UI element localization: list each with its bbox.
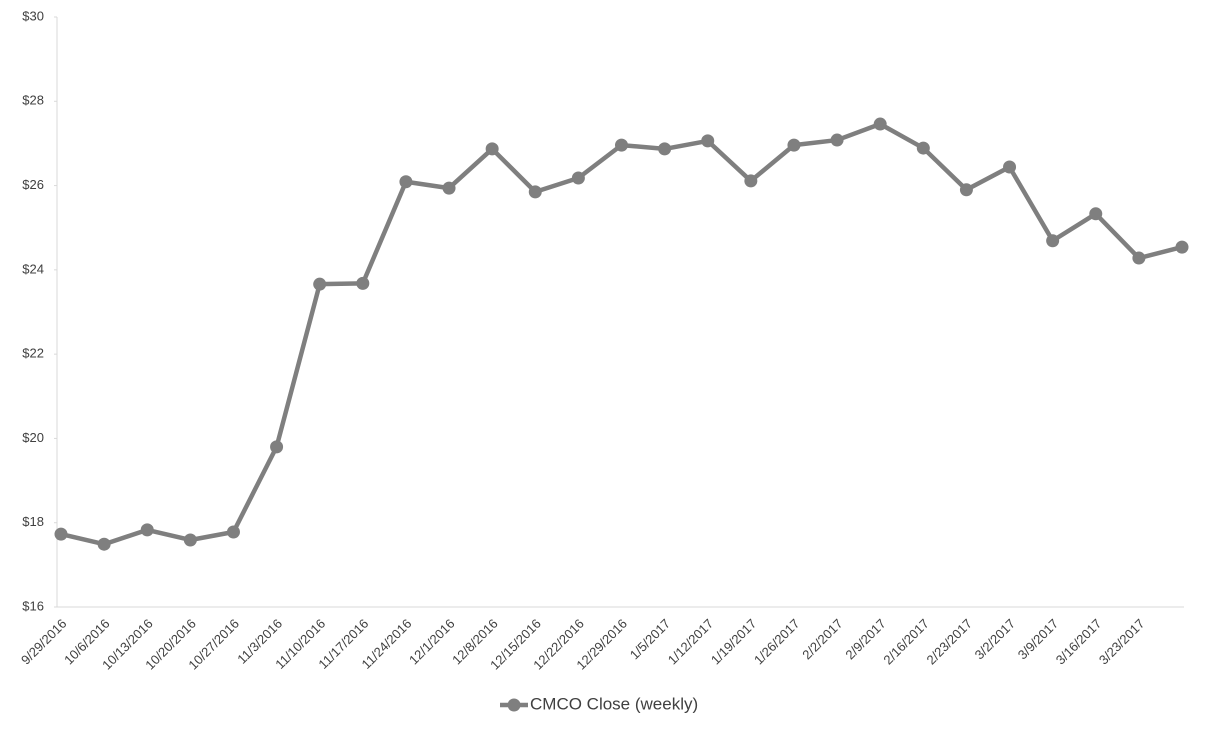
point: [1132, 251, 1146, 265]
point: [356, 276, 370, 290]
point: [54, 527, 68, 541]
x-tick-label: 1/12/2017: [665, 616, 717, 668]
x-tick-label: 2/2/2017: [799, 616, 845, 662]
point: [1089, 207, 1103, 221]
y-tick-label: $30: [22, 8, 44, 23]
x-tick-label: 1/26/2017: [751, 616, 803, 668]
point: [485, 142, 499, 156]
point: [399, 175, 413, 189]
point: [701, 134, 715, 148]
x-tick-label: 3/2/2017: [972, 616, 1018, 662]
x-tick-label: 3/16/2017: [1053, 616, 1105, 668]
y-tick-label: $16: [22, 598, 44, 613]
point: [571, 171, 585, 185]
point: [1046, 234, 1060, 248]
point: [658, 142, 672, 156]
legend-text: CMCO Close (weekly): [530, 694, 698, 713]
point: [873, 117, 887, 131]
x-tick-label: 2/16/2017: [880, 616, 932, 668]
point: [313, 277, 327, 291]
x-tick-label: 9/29/2016: [18, 616, 70, 668]
point: [226, 525, 240, 539]
point: [744, 174, 758, 188]
point: [916, 141, 930, 155]
point: [615, 138, 628, 152]
point: [830, 133, 844, 147]
y-tick-label: $22: [22, 346, 44, 361]
y-tick-label: $26: [22, 177, 44, 192]
x-tick-label: 2/23/2017: [923, 616, 975, 668]
y-tick-label: $18: [22, 514, 44, 529]
point: [1003, 160, 1017, 174]
point: [442, 181, 456, 195]
point: [270, 440, 284, 454]
point: [787, 138, 801, 152]
point: [1175, 240, 1189, 254]
y-tick-label: $28: [22, 93, 44, 108]
point: [959, 183, 973, 197]
series-line: [60, 121, 1183, 547]
x-tick-label: 12/1/2016: [406, 616, 458, 668]
point: [140, 523, 154, 537]
point: [528, 185, 542, 199]
x-tick-label: 3/23/2017: [1096, 616, 1148, 668]
y-tick-label: $24: [22, 261, 44, 276]
y-tick-label: $20: [22, 430, 44, 445]
x-tick-label: 1/19/2017: [708, 616, 760, 668]
point: [183, 533, 197, 547]
legend-marker: [507, 698, 521, 712]
point: [97, 537, 111, 551]
